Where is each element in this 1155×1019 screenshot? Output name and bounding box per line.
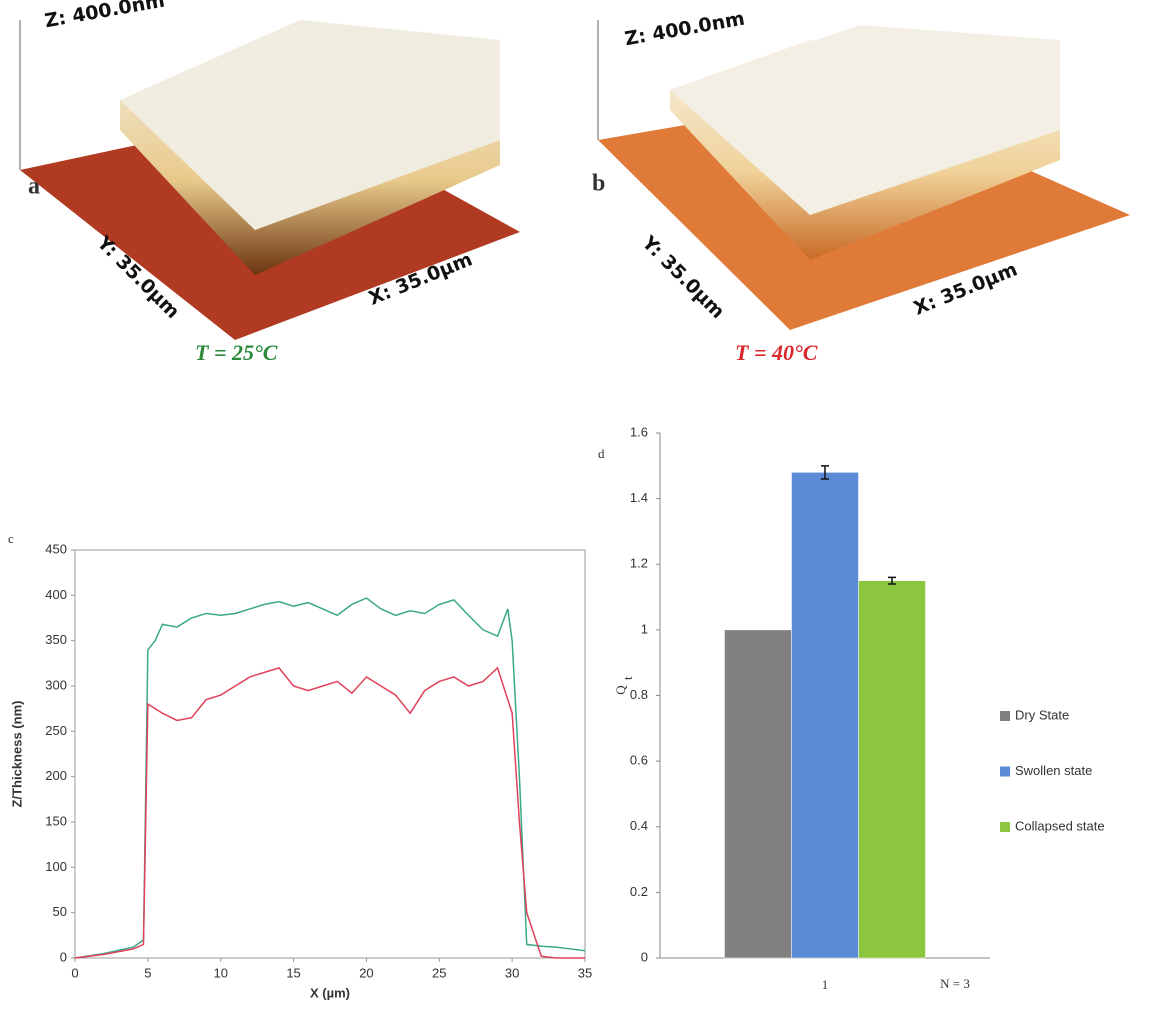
legend-label: Swollen state [1015, 763, 1092, 778]
x-tick-label: 25 [432, 965, 446, 980]
panel-label: a [28, 174, 40, 200]
x-tick-label: 10 [213, 965, 227, 980]
x-tick-label: 1 [822, 977, 829, 992]
y-tick-label: 450 [45, 541, 67, 556]
bar [859, 581, 926, 958]
bar [725, 630, 792, 958]
panel-label: b [592, 171, 605, 197]
x-tick-label: 15 [286, 965, 300, 980]
y-tick-label: 1 [641, 621, 648, 636]
legend-swatch [1000, 767, 1010, 777]
y-tick-label: 150 [45, 813, 67, 828]
y-tick-label: 1.4 [630, 490, 648, 505]
y-tick-label: 0 [641, 949, 648, 964]
afm-panel-a: Z: 400.0nm a Y: 35.0µm X: 35.0µm T = 25°… [20, 0, 520, 365]
y-tick-label: 250 [45, 723, 67, 738]
z-axis-label: Z: 400.0nm [623, 8, 746, 51]
x-tick-label: 35 [578, 965, 592, 980]
annotation: N = 3 [940, 976, 970, 991]
z-axis-label: Z: 400.0nm [43, 0, 166, 32]
x-tick-label: 0 [71, 965, 78, 980]
afm-panel-b: Z: 400.0nm b Y: 35.0µm X: 35.0µm T = 40°… [592, 8, 1130, 365]
legend-swatch [1000, 711, 1010, 721]
figure: Z: 400.0nm a Y: 35.0µm X: 35.0µm T = 25°… [0, 0, 1155, 1019]
y-tick-label: 350 [45, 632, 67, 647]
data-line [75, 668, 585, 958]
legend-label: Dry State [1015, 707, 1069, 722]
bar [792, 472, 859, 958]
y-tick-label: 0.2 [630, 884, 648, 899]
panel-label: d [598, 446, 605, 461]
y-tick-label: 0.6 [630, 753, 648, 768]
legend-swatch [1000, 822, 1010, 832]
y-tick-label: 1.2 [630, 556, 648, 571]
y-tick-label: 100 [45, 859, 67, 874]
panel-label: c [8, 531, 14, 546]
y-tick-label: 0.4 [630, 818, 648, 833]
legend-label: Collapsed state [1015, 818, 1105, 833]
y-axis-title: Q [613, 685, 628, 695]
x-tick-label: 30 [505, 965, 519, 980]
y-tick-label: 400 [45, 587, 67, 602]
temperature-label: T = 40°C [735, 340, 818, 365]
y-tick-label: 0 [60, 949, 67, 964]
x-axis-title: X (µm) [310, 985, 350, 1000]
y-axis-title: Z/Thickness (nm) [9, 701, 24, 808]
y-tick-label: 300 [45, 677, 67, 692]
y-tick-label: 1.6 [630, 424, 648, 439]
y-tick-label: 50 [53, 904, 67, 919]
temperature-label: T = 25°C [195, 340, 278, 365]
y-tick-label: 200 [45, 768, 67, 783]
x-tick-label: 5 [144, 965, 151, 980]
y-axis-title-sub: t [620, 676, 635, 680]
y-tick-label: 0.8 [630, 687, 648, 702]
data-line [75, 598, 585, 958]
x-tick-label: 20 [359, 965, 373, 980]
